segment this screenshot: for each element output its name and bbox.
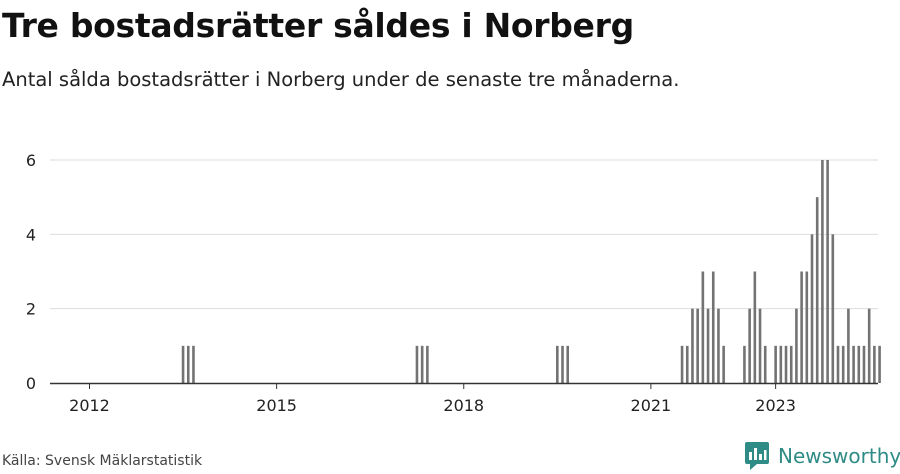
bar bbox=[852, 345, 855, 383]
bar bbox=[181, 345, 185, 383]
bar bbox=[426, 345, 429, 383]
y-tick-label: 0 bbox=[26, 374, 36, 393]
chart-subtitle: Antal sålda bostadsrätter i Norberg unde… bbox=[2, 68, 680, 91]
bar bbox=[420, 345, 424, 383]
bar bbox=[826, 160, 829, 383]
x-tick-label: 2015 bbox=[256, 396, 297, 415]
x-tick-label: 2012 bbox=[69, 396, 110, 415]
bar bbox=[805, 271, 809, 383]
bar bbox=[878, 345, 881, 383]
bar bbox=[685, 345, 689, 383]
bar bbox=[706, 308, 710, 383]
bar bbox=[696, 308, 699, 383]
y-tick-label: 4 bbox=[26, 225, 36, 244]
bar bbox=[415, 345, 419, 383]
source-note: Källa: Svensk Mäklarstatistik bbox=[2, 453, 203, 469]
bar bbox=[831, 234, 835, 383]
bar bbox=[841, 345, 845, 383]
bar bbox=[561, 345, 564, 383]
chart-title: Tre bostadsrätter såldes i Norberg bbox=[2, 6, 634, 45]
x-tick-label: 2021 bbox=[631, 396, 672, 415]
bar bbox=[867, 308, 871, 383]
bar bbox=[815, 197, 819, 383]
bar bbox=[821, 160, 824, 383]
bar bbox=[774, 345, 777, 383]
bar bbox=[722, 345, 725, 383]
bar bbox=[717, 308, 720, 383]
x-tick-label: 2023 bbox=[755, 396, 796, 415]
bar bbox=[711, 271, 715, 383]
bar bbox=[836, 345, 840, 383]
bar bbox=[763, 345, 767, 383]
newsworthy-logo-icon bbox=[745, 442, 769, 470]
bar bbox=[753, 271, 757, 383]
bar bbox=[857, 345, 861, 383]
bar bbox=[810, 234, 814, 383]
bar bbox=[748, 308, 751, 383]
bar bbox=[186, 345, 190, 383]
y-tick-label: 2 bbox=[26, 300, 36, 319]
y-tick-label: 6 bbox=[26, 151, 36, 170]
bar bbox=[779, 345, 783, 383]
bar bbox=[873, 345, 876, 383]
bar bbox=[847, 308, 850, 383]
bar bbox=[743, 345, 746, 383]
bar bbox=[680, 345, 684, 383]
bar bbox=[758, 308, 762, 383]
bar bbox=[795, 308, 798, 383]
bar bbox=[701, 271, 705, 383]
bar bbox=[784, 345, 788, 383]
bar bbox=[789, 345, 793, 383]
bar bbox=[192, 345, 195, 383]
bar bbox=[566, 345, 570, 383]
bar bbox=[691, 308, 694, 383]
bar bbox=[556, 345, 559, 383]
bar bbox=[800, 271, 803, 383]
bar bbox=[862, 345, 866, 383]
brand-logo[interactable]: Newsworthy bbox=[744, 441, 900, 471]
x-tick-label: 2018 bbox=[443, 396, 484, 415]
brand-name: Newsworthy bbox=[778, 444, 900, 468]
